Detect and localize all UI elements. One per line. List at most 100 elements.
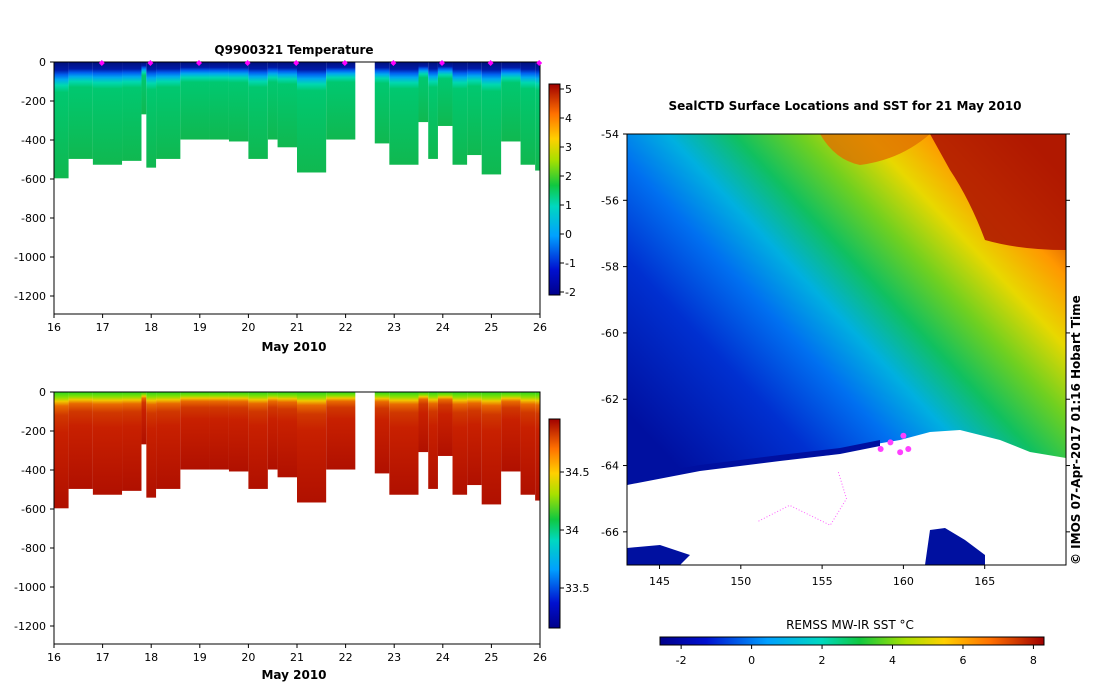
profile-column	[535, 392, 540, 501]
profile-column	[277, 62, 297, 148]
map-x-tick-label: 165	[974, 575, 995, 588]
surface-marker	[147, 60, 154, 66]
profile-column	[520, 392, 536, 495]
temperature-colorbar	[548, 83, 561, 296]
profile-column	[297, 62, 327, 173]
profile-column	[452, 392, 468, 495]
x-tick-label: 17	[96, 651, 110, 664]
profile-column	[209, 392, 229, 470]
colorbar-tick-label: 33.5	[565, 582, 590, 595]
y-tick-label: -1000	[14, 251, 46, 264]
colorbar-tick-label: 4	[565, 112, 572, 125]
map-y-tick-label: -54	[601, 128, 619, 141]
salinity-x-label: May 2010	[261, 668, 326, 682]
x-tick-label: 21	[290, 651, 304, 664]
profile-column	[180, 62, 210, 140]
x-tick-label: 20	[241, 651, 255, 664]
profile-column	[437, 62, 453, 126]
profile-column	[267, 62, 278, 140]
track-point	[897, 449, 904, 456]
map-x-tick-label: 160	[893, 575, 914, 588]
salinity-y-axis: 0 -200 -400 -600 -800 -1000 -1200	[14, 386, 54, 633]
profile-column	[481, 62, 502, 175]
temperature-title: Q9900321 Temperature	[214, 43, 373, 57]
profile-column	[228, 62, 249, 142]
profile-column	[122, 62, 142, 161]
sst-colorbar	[659, 636, 1045, 646]
colorbar-tick-label: -2	[565, 286, 576, 299]
profile-column	[146, 392, 157, 498]
sea-ice-mask	[627, 430, 1066, 565]
x-tick-label: 24	[436, 321, 450, 334]
profile-column	[297, 392, 327, 503]
x-tick-label: 23	[387, 651, 401, 664]
salinity-panel: 0 -200 -400 -600 -800 -1000 -1200 16 17 18…	[14, 386, 589, 682]
track-point	[877, 445, 884, 452]
map-y-axis: -54 -56 -58 -60 -62 -64 -66	[601, 128, 1070, 539]
profile-column	[92, 392, 123, 495]
x-tick-label: 21	[290, 321, 304, 334]
surface-marker	[390, 60, 397, 66]
sst-cb-tick-label: 8	[1030, 654, 1037, 667]
x-tick-label: 18	[144, 651, 158, 664]
surface-markers	[98, 60, 543, 66]
salinity-x-axis: 16 17 18 19 20 21 22 23 24 25 26	[47, 644, 547, 664]
ice-edge-fringe	[627, 440, 880, 485]
map-x-axis: 145 150 155 160 165	[649, 565, 995, 588]
sst-cb-tick-label: 2	[819, 654, 826, 667]
profile-column	[535, 62, 540, 171]
profile-column	[374, 62, 390, 144]
profile-column	[68, 392, 93, 489]
profile-column	[277, 392, 297, 478]
coastal-polynya	[925, 528, 985, 565]
profile-column	[326, 392, 356, 470]
warm-water-patch	[820, 134, 930, 165]
colorbar-tick-label: 34	[565, 524, 579, 537]
map-y-tick-label: -58	[601, 261, 619, 274]
y-tick-label: -200	[21, 425, 46, 438]
sst-cb-tick-label: 6	[959, 654, 966, 667]
colorbar-tick-label: 34.5	[565, 466, 590, 479]
profile-column	[418, 62, 429, 123]
y-tick-label: -1200	[14, 290, 46, 303]
profile-column	[156, 62, 181, 159]
temperature-section	[54, 62, 540, 179]
y-tick-label: -1200	[14, 620, 46, 633]
x-tick-label: 16	[47, 321, 61, 334]
y-tick-label: -600	[21, 503, 46, 516]
y-tick-label: -800	[21, 542, 46, 555]
y-tick-label: 0	[39, 386, 46, 399]
profile-column	[141, 62, 147, 115]
profile-column	[467, 392, 482, 486]
x-tick-label: 17	[96, 321, 110, 334]
track-line	[756, 472, 848, 526]
y-tick-label: -400	[21, 464, 46, 477]
x-tick-label: 25	[484, 321, 498, 334]
colorbar-tick-label: 5	[565, 83, 572, 96]
profile-column	[452, 62, 468, 165]
surface-marker	[196, 60, 202, 66]
profile-column	[54, 392, 69, 509]
surface-marker	[293, 60, 300, 66]
profile-column	[92, 62, 123, 165]
surface-marker	[536, 60, 543, 66]
profile-column	[520, 62, 536, 165]
coastal-polynya-west	[627, 545, 690, 565]
map-title: SealCTD Surface Locations and SST for 21…	[668, 99, 1021, 113]
surface-marker	[439, 60, 445, 66]
sst-colorbar-label: REMSS MW-IR SST °C	[786, 618, 914, 632]
y-tick-label: -800	[21, 212, 46, 225]
profile-column	[428, 62, 438, 159]
profile-column	[248, 392, 268, 489]
temperature-y-axis: 0 -200 -400 -600 -800 -1000 -1200	[14, 56, 54, 303]
profile-column	[389, 62, 419, 165]
surface-marker	[487, 60, 494, 66]
x-tick-label: 24	[436, 651, 450, 664]
map-frame	[626, 133, 1067, 566]
temperature-panel: Q9900321 Temperature 0 -200 -400 -600 -8…	[14, 43, 576, 354]
sst-cb-tick-label: -2	[676, 654, 687, 667]
profile-column	[156, 392, 181, 489]
profile-column	[389, 392, 419, 495]
profile-column	[68, 62, 93, 159]
